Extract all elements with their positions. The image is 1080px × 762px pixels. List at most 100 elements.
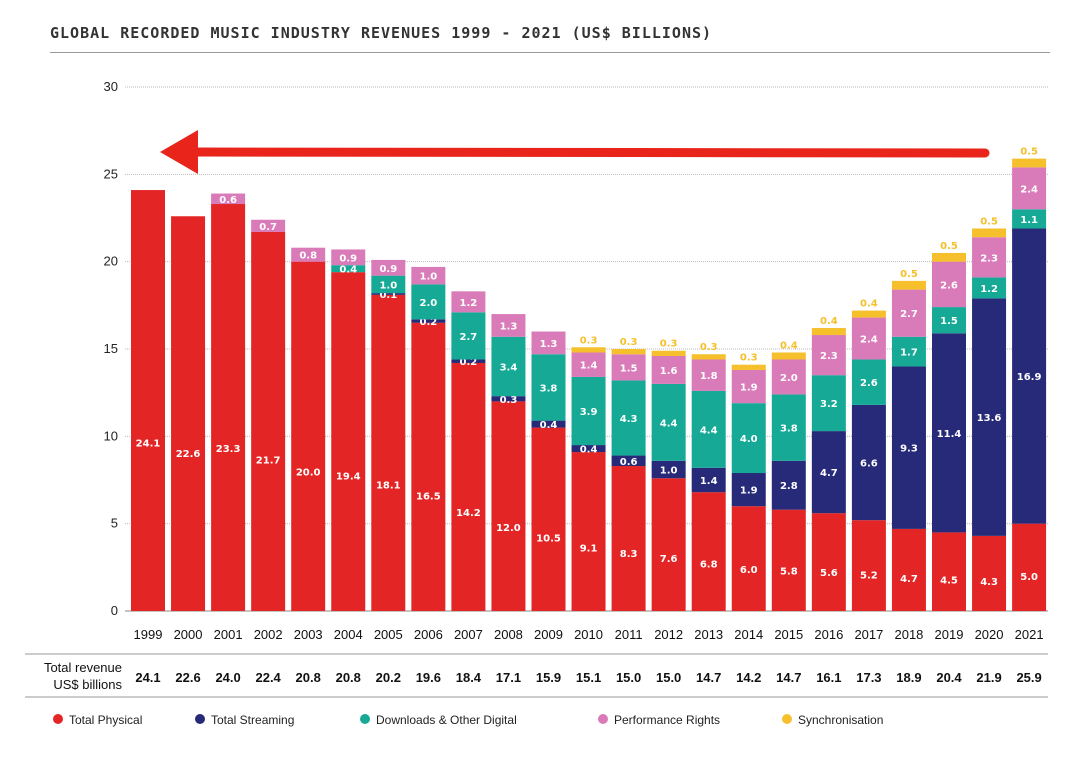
data-label: 24.1	[136, 439, 161, 450]
x-tick-label: 2001	[214, 627, 243, 642]
bar-segment	[731, 473, 766, 507]
legend-label: Synchronisation	[798, 713, 883, 727]
bar-segment	[491, 336, 526, 397]
data-label: 1.5	[940, 316, 958, 327]
bar-segment	[211, 193, 246, 205]
y-tick-label: 20	[104, 254, 118, 269]
bar-segment	[972, 237, 1007, 278]
bar-segment	[771, 460, 806, 510]
data-label: 19.4	[336, 471, 361, 482]
bar-segment	[571, 445, 606, 453]
data-label: 2.7	[460, 332, 478, 343]
bar-segment	[891, 366, 926, 529]
bar-segment	[251, 231, 286, 611]
total-revenue-value: 25.9	[1016, 670, 1041, 685]
data-label: 5.2	[860, 571, 878, 582]
total-revenue-value: 24.0	[215, 670, 240, 685]
data-label: 0.6	[219, 195, 237, 206]
x-tick-label: 2021	[1015, 627, 1044, 642]
bar-segment	[691, 354, 726, 360]
data-label: 1.0	[379, 280, 397, 291]
data-label: 0.5	[1020, 147, 1038, 158]
total-revenue-value: 20.8	[296, 670, 321, 685]
data-label: 16.5	[416, 492, 441, 503]
data-label: 6.0	[740, 565, 758, 576]
bar-segment	[371, 293, 406, 295]
legend-swatch	[782, 714, 792, 724]
bar-segment	[291, 247, 326, 262]
bar-segment	[651, 355, 686, 384]
data-label: 6.8	[700, 559, 718, 570]
x-tick-label: 2010	[574, 627, 603, 642]
bar-segment	[251, 219, 286, 232]
bar-segment	[1012, 167, 1047, 210]
bar-segment	[531, 427, 566, 611]
bar-segment	[972, 298, 1007, 536]
bar-segment	[331, 265, 366, 273]
data-label: 0.5	[940, 241, 958, 252]
data-label: 21.7	[256, 455, 281, 466]
bar-segment	[771, 394, 806, 461]
bar-segment	[491, 396, 526, 402]
bar-segment	[691, 467, 726, 493]
bar-segment	[611, 380, 646, 456]
bar-segment	[811, 375, 846, 432]
data-label: 2.6	[860, 378, 878, 389]
bar-segment	[491, 314, 526, 337]
bar-segment	[651, 478, 686, 611]
x-tick-label: 2005	[374, 627, 403, 642]
total-revenue-value: 15.9	[536, 670, 561, 685]
total-revenue-value: 16.1	[816, 670, 841, 685]
bar-segment	[731, 506, 766, 611]
data-label: 1.9	[740, 383, 758, 394]
data-label: 2.7	[900, 309, 918, 320]
bar-segment	[411, 266, 446, 285]
legend-swatch	[53, 714, 63, 724]
data-label: 10.5	[536, 534, 561, 545]
bar-segment	[611, 466, 646, 611]
data-label: 0.6	[620, 457, 638, 468]
data-label: 0.7	[259, 222, 277, 233]
total-revenue-value: 20.4	[936, 670, 962, 685]
bar-segment	[811, 328, 846, 336]
bar-segment	[611, 349, 646, 355]
bar-segment	[451, 362, 486, 611]
bar-segment	[411, 284, 446, 320]
bar-segment	[932, 333, 966, 533]
bar-segment	[531, 331, 566, 355]
total-revenue-value: 17.1	[496, 670, 521, 685]
data-label: 0.3	[740, 353, 758, 364]
y-tick-label: 0	[111, 603, 118, 618]
data-label: 0.8	[299, 251, 317, 262]
data-label: 1.5	[620, 363, 638, 374]
chart-title: GLOBAL RECORDED MUSIC INDUSTRY REVENUES …	[50, 24, 713, 42]
data-label: 1.0	[660, 466, 678, 477]
total-revenue-value: 15.0	[656, 670, 681, 685]
y-tick-label: 25	[104, 166, 118, 181]
bar-segment	[371, 259, 406, 276]
data-label: 4.7	[900, 574, 918, 585]
data-label: 1.2	[980, 284, 998, 295]
data-label: 1.1	[1020, 215, 1038, 226]
bar-segment	[451, 312, 486, 360]
data-label: 0.3	[700, 342, 718, 353]
bar-segment	[531, 420, 566, 428]
data-label: 2.4	[860, 335, 878, 346]
bar-segment	[411, 319, 446, 323]
bar-segment	[651, 350, 686, 356]
legend-swatch	[360, 714, 370, 724]
bar-segment	[1012, 228, 1047, 524]
arrow-shaft	[185, 147, 990, 158]
data-label: 2.8	[780, 481, 798, 492]
bar-segment	[171, 216, 206, 611]
total-revenue-value: 20.2	[376, 670, 401, 685]
bar-segment	[891, 336, 926, 367]
data-label: 9.1	[580, 543, 598, 554]
bar-segment	[131, 190, 165, 611]
x-tick-label: 2003	[294, 627, 323, 642]
data-label: 2.3	[820, 351, 838, 362]
x-tick-label: 2004	[334, 627, 363, 642]
data-label: 3.9	[580, 407, 598, 418]
x-tick-label: 2018	[894, 627, 923, 642]
data-label: 4.7	[820, 468, 838, 479]
